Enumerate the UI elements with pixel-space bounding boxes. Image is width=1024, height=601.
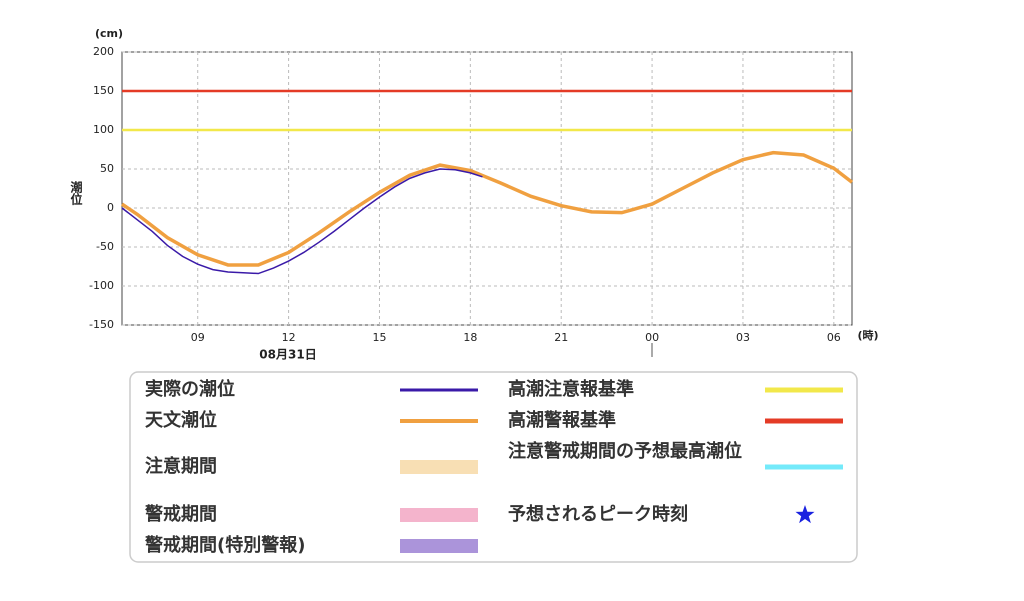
x-tick-label: 09	[191, 331, 205, 344]
legend-swatch	[400, 419, 478, 423]
legend-label: 警戒期間	[145, 504, 217, 525]
legend-swatch	[400, 460, 478, 474]
y-tick-label: -100	[89, 279, 114, 292]
legend-label: 高潮警報基準	[508, 410, 616, 431]
x-unit: (時)	[857, 328, 878, 342]
peak-star	[795, 505, 815, 524]
y-tick-label: 150	[93, 84, 114, 97]
y-label: 潮位	[69, 180, 83, 206]
y-tick-label: -150	[89, 318, 114, 331]
x-tick-label: 00	[645, 331, 659, 344]
legend-swatch	[400, 539, 478, 553]
legend-swatch	[765, 418, 843, 424]
legend-label: 高潮注意報基準	[508, 379, 634, 400]
y-tick-label: 100	[93, 123, 114, 136]
x-tick-label: 15	[372, 331, 386, 344]
legend-swatch	[400, 388, 478, 392]
legend-box	[129, 371, 858, 563]
y-unit: (cm)	[95, 27, 123, 40]
x-tick-label: 03	[736, 331, 750, 344]
legend-swatch	[765, 464, 843, 470]
date-label: 08月31日	[259, 348, 316, 362]
x-tick-label: 06	[827, 331, 841, 344]
x-tick-label: 21	[554, 331, 568, 344]
legend-label: 注意期間	[145, 456, 217, 477]
legend-label: 実際の潮位	[145, 379, 235, 400]
legend-swatch	[765, 387, 843, 393]
series-line	[121, 168, 483, 275]
x-tick-label: 18	[463, 331, 477, 344]
series-line	[121, 150, 854, 267]
legend-label: 注意警戒期間の予想最高潮位	[508, 441, 742, 462]
legend-label: 天文潮位	[145, 410, 217, 431]
y-tick-label: -50	[96, 240, 114, 253]
legend-label: 警戒期間(特別警報)	[145, 535, 306, 556]
y-tick-label: 50	[100, 162, 114, 175]
x-tick-label: 12	[282, 331, 296, 344]
y-tick-label: 200	[93, 45, 114, 58]
plot-area	[121, 51, 853, 326]
legend-swatch	[400, 508, 478, 522]
y-tick-label: 0	[107, 201, 114, 214]
legend-label: 予想されるピーク時刻	[508, 504, 688, 525]
